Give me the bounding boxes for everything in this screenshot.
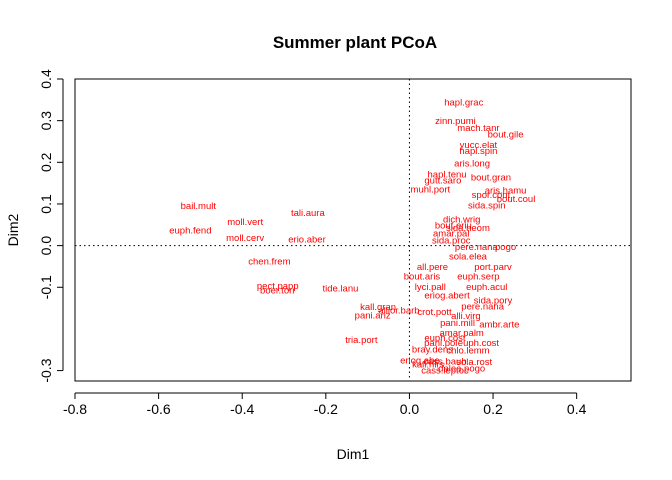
x-tick-label: -0.8 — [63, 401, 87, 417]
point-label: chen.frem — [248, 257, 290, 268]
y-axis-label: Dim2 — [5, 213, 21, 246]
x-axis: -0.8 -0.6 -0.4 -0.2 0.0 0.2 0.4 — [63, 392, 587, 417]
point-label: sola.rost — [456, 357, 492, 368]
point-label: bout.gran — [471, 172, 511, 183]
point-label: sida.proc — [432, 236, 471, 247]
point-label: euph.cost — [424, 333, 466, 344]
x-tick-label: 0.4 — [567, 401, 587, 417]
y-tick-label: 0.3 — [38, 111, 54, 131]
point-label: bout.eriu — [435, 220, 472, 231]
point-label: sida.pory — [474, 295, 513, 306]
point-label: muhl.port — [411, 184, 451, 195]
point-label: bray.dens — [412, 344, 453, 355]
point-label: pect.papp — [257, 281, 299, 292]
point-label: gutt.saro — [424, 176, 461, 187]
reference-lines — [75, 79, 631, 381]
point-label: boer.torr — [260, 285, 295, 296]
point-label: hapl.tenu — [428, 169, 467, 180]
point-label: eriog.abe — [400, 356, 440, 367]
point-label: hapl.grac — [444, 97, 483, 108]
point-label: tria.port — [345, 335, 378, 346]
y-tick-label: 0.0 — [38, 236, 54, 256]
point-label: pani.mill — [440, 318, 475, 329]
point-label: port.parv — [474, 262, 512, 273]
point-label: kall.gran — [360, 302, 396, 313]
point-label: all.pere — [417, 262, 448, 273]
point-label: bout.gile — [488, 129, 524, 140]
point-label: ambr.arte — [479, 319, 519, 330]
point-label: aris.long — [454, 159, 490, 170]
point-label: pani.ariz — [355, 311, 391, 322]
x-tick-label: -0.4 — [230, 401, 254, 417]
point-label: chlo.lemm — [446, 345, 489, 356]
point-label: sida.neom — [446, 223, 490, 234]
point-label: euph.serp — [457, 272, 499, 283]
y-tick-label: 0.2 — [38, 152, 54, 172]
y-tick-label: 0.4 — [38, 69, 54, 89]
point-label: mach.tanr — [457, 123, 499, 134]
point-label: alli.virg — [451, 311, 481, 322]
point-label: dalea.pogo — [438, 364, 485, 375]
point-labels: hapl.grac zinn.pumimach.tanrbout.gileyucc… — [169, 97, 535, 376]
point-label: pere.nana — [461, 302, 505, 313]
point-label: euph.acul — [466, 282, 507, 293]
point-label: yucc.elat — [460, 140, 498, 151]
point-label: lyci.pall — [415, 282, 446, 293]
point-label: cass.bauh — [423, 357, 466, 368]
point-label: bout.coul — [497, 194, 536, 205]
chart-title: Summer plant PCoA — [273, 33, 437, 52]
point-label: moll.vert — [227, 217, 263, 228]
x-tick-label: -0.6 — [147, 401, 171, 417]
x-tick-label: 0.0 — [400, 401, 420, 417]
point-label: tide.lanu — [322, 284, 358, 295]
point-label: allior.barb — [378, 306, 419, 317]
point-label: bail.mult — [181, 201, 217, 212]
point-label: euph.cost — [458, 338, 500, 349]
point-label: spor.cont — [472, 190, 511, 201]
point-label: zinn.pumi — [435, 116, 476, 127]
point-label: pani.pol — [424, 338, 457, 349]
point-label: cass.leptoc — [421, 365, 469, 376]
point-label: bout.aris — [404, 272, 441, 283]
point-label: dich.wrig — [443, 214, 481, 225]
x-axis-label: Dim1 — [337, 446, 370, 462]
y-tick-label: -0.3 — [38, 358, 54, 382]
point-label: euph.fend — [169, 225, 211, 236]
y-axis: -0.3 -0.1 0.0 0.1 0.2 0.3 0.4 — [38, 69, 64, 383]
y-tick-label: 0.1 — [38, 194, 54, 214]
point-label: crot.pott — [417, 307, 452, 318]
plot-frame — [74, 78, 632, 382]
point-label: amar.pal — [433, 229, 469, 240]
x-tick-label: 0.2 — [483, 401, 503, 417]
point-label: pere.nana — [455, 242, 499, 253]
point-label: sola.elea — [449, 252, 488, 263]
point-label: tali.aura — [291, 208, 326, 219]
point-label: hapl.spin — [459, 146, 497, 157]
x-tick-label: -0.2 — [314, 401, 338, 417]
y-tick-label: -0.1 — [38, 275, 54, 299]
point-label: aris.hamu — [485, 186, 527, 197]
point-label: moll.cerv — [226, 233, 264, 244]
point-label: erio.aber — [288, 234, 326, 245]
point-label: sida.spin — [468, 201, 506, 212]
point-label: eriog.abert — [424, 290, 470, 301]
point-label: kall.hirs — [412, 359, 444, 370]
point-label: amar.palm — [440, 328, 484, 339]
point-label: pogo — [495, 242, 516, 253]
